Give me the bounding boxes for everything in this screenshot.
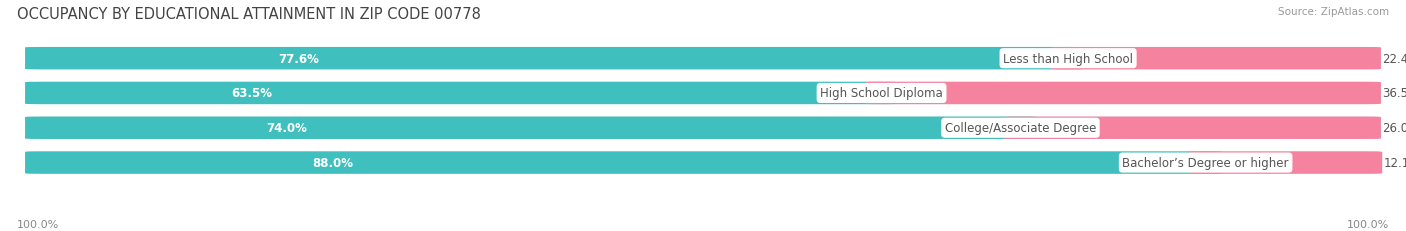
- FancyBboxPatch shape: [865, 82, 1381, 105]
- FancyBboxPatch shape: [25, 48, 1381, 70]
- Text: 36.5%: 36.5%: [1382, 87, 1406, 100]
- FancyBboxPatch shape: [25, 152, 1222, 174]
- Text: OCCUPANCY BY EDUCATIONAL ATTAINMENT IN ZIP CODE 00778: OCCUPANCY BY EDUCATIONAL ATTAINMENT IN Z…: [17, 7, 481, 22]
- FancyBboxPatch shape: [1189, 152, 1382, 174]
- FancyBboxPatch shape: [25, 82, 1381, 105]
- Text: College/Associate Degree: College/Associate Degree: [945, 122, 1097, 135]
- FancyBboxPatch shape: [25, 117, 1038, 139]
- Text: 74.0%: 74.0%: [266, 122, 307, 135]
- Text: Source: ZipAtlas.com: Source: ZipAtlas.com: [1278, 7, 1389, 17]
- FancyBboxPatch shape: [25, 117, 1381, 139]
- Text: 100.0%: 100.0%: [1347, 219, 1389, 229]
- Text: 100.0%: 100.0%: [17, 219, 59, 229]
- FancyBboxPatch shape: [1052, 48, 1381, 70]
- Text: 88.0%: 88.0%: [312, 156, 353, 169]
- FancyBboxPatch shape: [1004, 117, 1381, 139]
- FancyBboxPatch shape: [25, 152, 1381, 174]
- Text: 26.0%: 26.0%: [1382, 122, 1406, 135]
- Text: Less than High School: Less than High School: [1002, 52, 1133, 65]
- Text: 12.1%: 12.1%: [1384, 156, 1406, 169]
- Text: Bachelor’s Degree or higher: Bachelor’s Degree or higher: [1122, 156, 1289, 169]
- FancyBboxPatch shape: [25, 82, 898, 105]
- Text: 77.6%: 77.6%: [278, 52, 319, 65]
- Text: High School Diploma: High School Diploma: [820, 87, 943, 100]
- FancyBboxPatch shape: [25, 48, 1084, 70]
- Text: 22.4%: 22.4%: [1382, 52, 1406, 65]
- Text: 63.5%: 63.5%: [231, 87, 273, 100]
- Legend: Owner-occupied, Renter-occupied: Owner-occupied, Renter-occupied: [581, 228, 825, 231]
